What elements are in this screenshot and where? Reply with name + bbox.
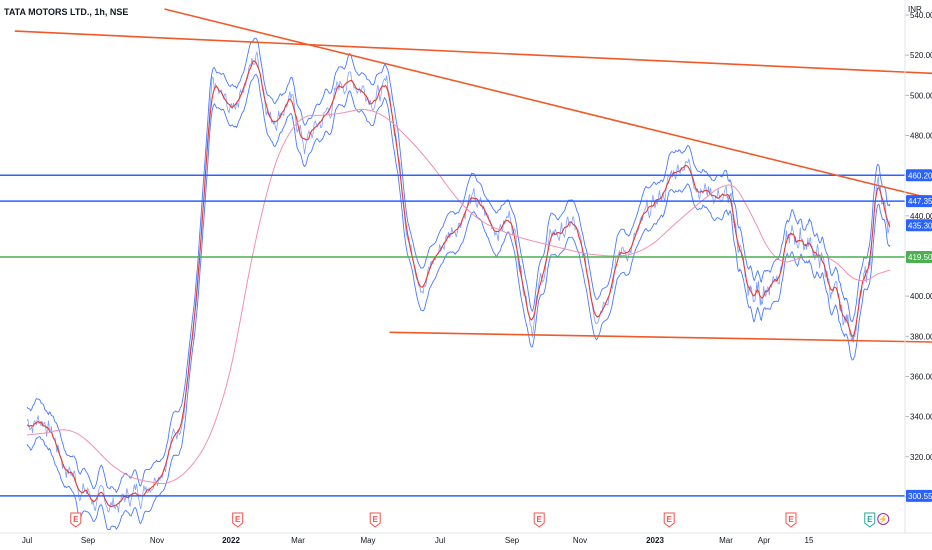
price-tag — [906, 195, 932, 208]
x-tick-label: Nov — [150, 536, 164, 545]
x-tick-label: 2022 — [222, 536, 240, 545]
price-tags: 460.20 447.35 435.30 419.50 300.55 — [906, 169, 932, 502]
split-label: ⚡ — [878, 514, 888, 524]
y-tick-label: 480.00 — [910, 132, 932, 141]
split-icon — [877, 513, 890, 525]
band-lower-line — [26, 73, 891, 531]
x-tick-label: Jul — [435, 536, 445, 545]
events[interactable]: E E E E E E E ⚡ — [70, 512, 890, 528]
earnings-label: E — [667, 515, 673, 524]
y-tick-label: 360.00 — [910, 372, 932, 381]
trendline — [164, 8, 932, 200]
y-tick-label: 500.00 — [910, 91, 932, 100]
y-tick-label: 540.00 — [910, 11, 932, 20]
y-tick-label: 440.00 — [910, 212, 932, 221]
y-tick-label: 520.00 — [910, 51, 932, 60]
x-tick-label: Sep — [505, 536, 520, 545]
trendline — [389, 331, 932, 343]
x-tick-label: Nov — [573, 536, 587, 545]
earnings-icon — [785, 512, 797, 528]
x-tick-label: Mar — [291, 536, 305, 545]
price-series — [26, 37, 891, 531]
price-tag-label: 300.55 — [908, 492, 932, 501]
earnings-label: E — [73, 515, 79, 524]
earnings-label: E — [867, 515, 873, 524]
price-tag — [906, 169, 932, 182]
x-tick-label: Jul — [22, 536, 32, 545]
y-tick-label: 380.00 — [910, 332, 932, 341]
earnings-icon — [369, 512, 381, 528]
drawings[interactable] — [0, 8, 932, 497]
earnings-icon — [232, 512, 244, 528]
fast-ma-line — [26, 60, 891, 508]
price-tag-label: 435.30 — [908, 221, 932, 230]
chart-title: TATA MOTORS LTD., 1h, NSE — [4, 7, 128, 17]
price-tag-label: 460.20 — [908, 171, 932, 180]
price-tag-label: 447.35 — [908, 197, 932, 206]
band-upper-line — [26, 37, 891, 494]
x-tick-label: Mar — [719, 536, 733, 545]
y-tick-label: 340.00 — [910, 413, 932, 422]
earnings-label: E — [788, 515, 794, 524]
earnings-label: E — [373, 515, 379, 524]
price-tag-label: 419.50 — [908, 253, 932, 262]
earnings-icon — [533, 512, 545, 528]
x-tick-label: Sep — [81, 536, 96, 545]
y-axis-unit: INR — [908, 5, 922, 14]
x-axis: Jul Sep Nov 2022 Mar May Jul Sep Nov 2023 Mar Apr 15 — [22, 536, 814, 545]
price-tag — [906, 250, 932, 263]
price-line — [26, 50, 891, 513]
earnings-icon — [864, 512, 876, 528]
earnings-icon — [663, 512, 675, 528]
x-tick-label: May — [360, 536, 375, 545]
earnings-label: E — [235, 515, 241, 524]
earnings-icon — [70, 512, 82, 528]
y-tick-label: 400.00 — [910, 292, 932, 301]
earnings-label: E — [537, 515, 543, 524]
price-tag — [906, 219, 932, 232]
y-tick-label: 320.00 — [910, 453, 932, 462]
slow-ma-line — [26, 108, 891, 485]
price-tag — [906, 489, 932, 502]
trendline — [14, 30, 932, 75]
x-tick-label: 15 — [805, 536, 814, 545]
x-tick-label: 2023 — [646, 536, 664, 545]
x-tick-label: Apr — [758, 536, 771, 545]
